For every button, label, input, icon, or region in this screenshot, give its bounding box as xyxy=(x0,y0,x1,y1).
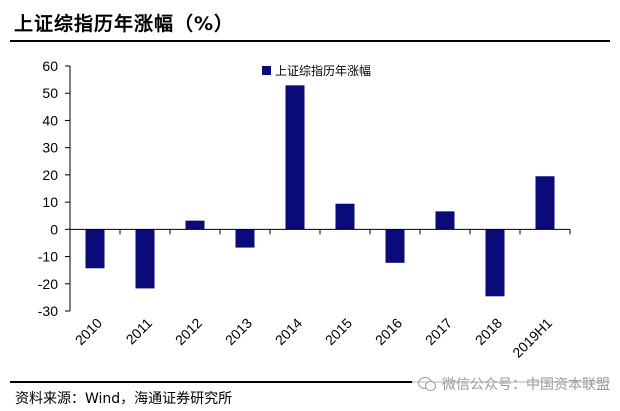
x-axis: 2010 2011 2012 2013 2014 2015 2016 2017 2018 2019… xyxy=(69,228,571,361)
legend: 上证综指历年涨幅 xyxy=(262,63,371,78)
bar-2011 xyxy=(135,229,155,289)
y-tick-label: 20 xyxy=(42,167,58,183)
wechat-icon xyxy=(418,377,436,391)
x-tick-label: 2018 xyxy=(472,315,505,348)
legend-swatch xyxy=(262,66,271,75)
x-tick-label: 2016 xyxy=(372,315,405,348)
bar-2016 xyxy=(385,229,405,263)
y-tick-label: 10 xyxy=(42,194,58,210)
legend-label: 上证综指历年涨幅 xyxy=(275,63,371,78)
watermark: 微信公众号：中国资本联盟 xyxy=(412,371,618,397)
x-tick-label: 2019H1 xyxy=(509,315,555,361)
footer-divider xyxy=(10,381,610,383)
x-tick-label: 2012 xyxy=(172,315,205,348)
y-tick-label: 40 xyxy=(42,112,58,128)
y-tick-label: 30 xyxy=(42,140,58,156)
x-tick-label: 2010 xyxy=(72,315,105,348)
bar-2012 xyxy=(185,220,205,230)
x-tick-label: 2014 xyxy=(272,315,305,348)
y-axis: -30 -20 -10 0 10 20 30 40 50 60 xyxy=(38,58,71,319)
y-tick-label: 50 xyxy=(42,85,58,101)
y-tick-label: -10 xyxy=(38,249,58,265)
y-tick-label: -30 xyxy=(38,303,58,319)
bar-2013 xyxy=(235,229,255,248)
y-tick-label: 60 xyxy=(42,58,58,74)
bar-2017 xyxy=(435,211,455,230)
chart-title: 上证综指历年涨幅（%） xyxy=(14,13,235,35)
source-note: 资料来源：Wind，海通证券研究所 xyxy=(15,391,233,407)
x-tick-label: 2015 xyxy=(322,315,355,348)
bar-2014 xyxy=(285,85,305,230)
bar-2010 xyxy=(85,229,105,269)
x-tick-label: 2013 xyxy=(222,315,255,348)
y-tick-label: -20 xyxy=(38,276,58,292)
bars xyxy=(85,85,555,297)
title-divider xyxy=(10,40,610,42)
x-tick-label: 2011 xyxy=(123,315,156,348)
y-tick-label: 0 xyxy=(50,221,58,237)
bar-2018 xyxy=(485,229,505,297)
x-tick-label: 2017 xyxy=(422,315,455,348)
watermark-text: 微信公众号：中国资本联盟 xyxy=(442,377,610,393)
bar-2019H1 xyxy=(535,176,555,230)
bar-2015 xyxy=(335,203,355,230)
